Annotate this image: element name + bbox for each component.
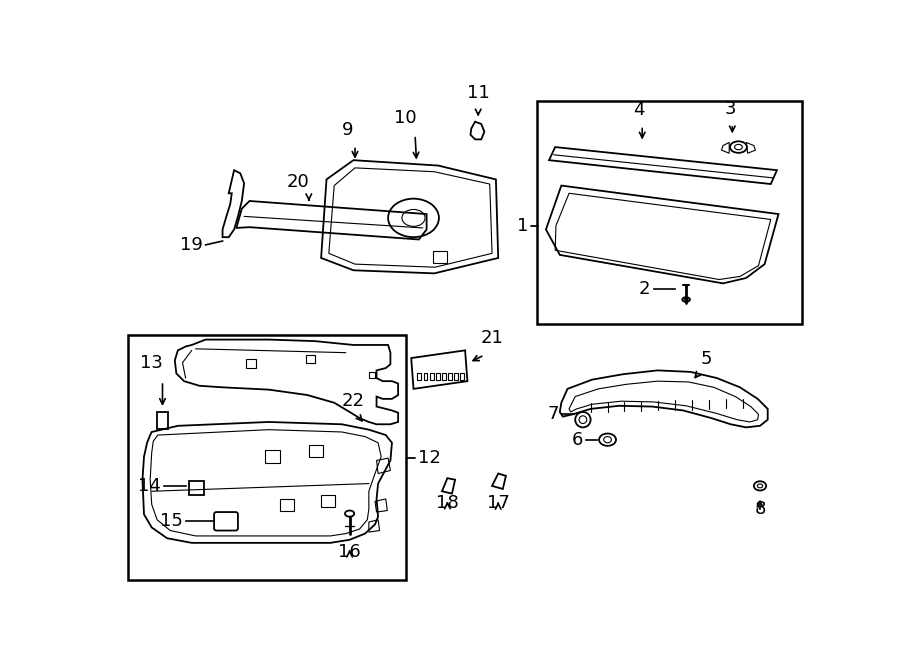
- Text: 1: 1: [517, 217, 528, 235]
- Text: 21: 21: [481, 329, 503, 347]
- Text: 7: 7: [547, 405, 559, 423]
- Bar: [436, 373, 440, 379]
- Text: 9: 9: [342, 122, 354, 139]
- Bar: [309, 445, 322, 457]
- Bar: [158, 412, 168, 429]
- Text: 12: 12: [418, 449, 441, 467]
- Bar: [424, 373, 428, 379]
- Bar: [369, 372, 375, 378]
- Text: 19: 19: [180, 236, 203, 254]
- Text: 6: 6: [572, 431, 583, 449]
- Bar: [461, 373, 464, 379]
- Text: 20: 20: [286, 173, 310, 191]
- Bar: [280, 499, 294, 510]
- Text: 18: 18: [436, 494, 459, 512]
- Text: 2: 2: [638, 280, 650, 297]
- Text: 3: 3: [725, 100, 736, 118]
- Text: 14: 14: [138, 477, 161, 495]
- Bar: [265, 450, 280, 463]
- Bar: [128, 335, 406, 580]
- Text: 5: 5: [700, 350, 712, 368]
- Text: 16: 16: [338, 543, 361, 561]
- Text: 15: 15: [159, 512, 183, 529]
- Text: 11: 11: [467, 85, 490, 102]
- Text: 22: 22: [342, 393, 364, 410]
- Bar: [433, 251, 446, 262]
- Text: 17: 17: [487, 494, 509, 512]
- Text: 8: 8: [754, 500, 766, 518]
- Bar: [246, 359, 256, 368]
- Bar: [448, 373, 452, 379]
- Bar: [321, 495, 335, 507]
- Bar: [429, 373, 434, 379]
- Text: 10: 10: [394, 109, 417, 127]
- Text: 4: 4: [633, 101, 644, 120]
- Bar: [442, 373, 446, 379]
- Bar: [536, 101, 803, 324]
- Bar: [189, 481, 204, 495]
- Bar: [454, 373, 458, 379]
- Bar: [306, 355, 315, 363]
- Text: 13: 13: [140, 354, 163, 372]
- Bar: [418, 373, 421, 379]
